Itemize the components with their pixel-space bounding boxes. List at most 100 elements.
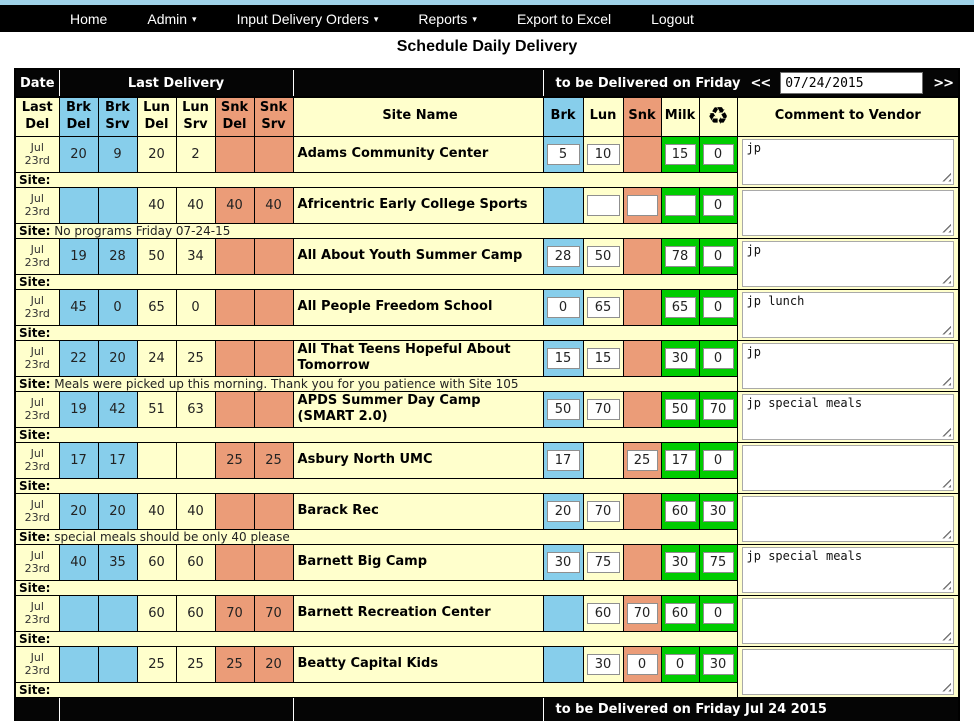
nav-item-label: Admin <box>147 10 188 27</box>
lun-order-input[interactable] <box>586 296 620 318</box>
milk-order-input[interactable] <box>664 449 696 471</box>
last-snk-del-value: 25 <box>214 645 255 683</box>
snk-order-input[interactable] <box>626 602 658 624</box>
milk-order-cell <box>660 288 700 326</box>
nav-item-reports[interactable]: Reports ▾ <box>418 11 477 27</box>
footer-deliver-label: to be Delivered on Friday Jul 24 2015 <box>542 696 960 721</box>
recycle-order-input[interactable] <box>702 500 734 522</box>
column-header-line: Brk <box>66 99 91 115</box>
last-snk-srv-value <box>253 288 294 326</box>
nav-item-home[interactable]: Home <box>70 11 107 27</box>
recycle-order-input[interactable] <box>702 602 734 624</box>
last-lun-srv-value: 2 <box>175 135 216 173</box>
brk-order-input[interactable] <box>546 500 580 522</box>
milk-order-input[interactable] <box>664 602 696 624</box>
last-delivery-date-line: Jul <box>30 446 44 460</box>
milk-order-input[interactable] <box>664 653 696 675</box>
last-brk-srv-value <box>97 645 138 683</box>
milk-order-input[interactable] <box>664 296 696 318</box>
milk-order-input[interactable] <box>664 245 696 267</box>
recycle-order-input[interactable] <box>702 296 734 318</box>
delivery-date-input[interactable] <box>780 72 924 94</box>
milk-order-input[interactable] <box>664 500 696 522</box>
milk-order-input[interactable] <box>664 347 696 369</box>
nav-item-admin[interactable]: Admin ▾ <box>147 11 196 27</box>
brk-order-input[interactable] <box>546 551 580 573</box>
milk-order-cell <box>660 441 700 479</box>
site-note-row: Site: <box>14 579 959 596</box>
snk-order-input[interactable] <box>626 194 658 216</box>
last-brk-del-value: 45 <box>58 288 99 326</box>
milk-order-input[interactable] <box>664 143 696 165</box>
brk-order-input[interactable] <box>546 143 580 165</box>
recycle-order-input[interactable] <box>702 347 734 369</box>
brk-order-input[interactable] <box>546 347 580 369</box>
snk-order-cell <box>622 594 662 632</box>
recycle-order-input[interactable] <box>702 551 734 573</box>
last-brk-del-value: 20 <box>58 492 99 530</box>
comment-textarea[interactable]: jp <box>741 342 955 389</box>
recycle-order-input[interactable] <box>702 449 734 471</box>
recycle-order-input[interactable] <box>702 143 734 165</box>
last-delivery-date-line: Jul <box>30 548 44 562</box>
last-lun-del-value: 65 <box>136 288 177 326</box>
lun-order-input[interactable] <box>586 245 620 267</box>
last-delivery-header: Last Delivery <box>58 68 294 98</box>
comment-textarea[interactable] <box>741 189 955 236</box>
recycle-order-cell <box>698 492 738 530</box>
date-header: Date <box>14 68 60 98</box>
lun-order-input[interactable] <box>586 347 620 369</box>
lun-order-input[interactable] <box>586 551 620 573</box>
lun-order-input[interactable] <box>586 602 620 624</box>
last-snk-del-value <box>214 237 255 275</box>
recycle-order-input[interactable] <box>702 653 734 675</box>
brk-order-input[interactable] <box>546 245 580 267</box>
nav-item-export-to-excel[interactable]: Export to Excel <box>517 11 611 27</box>
prev-date-button[interactable]: << <box>750 75 772 91</box>
brk-order-cell <box>542 237 584 275</box>
lun-order-input[interactable] <box>586 500 620 522</box>
lun-order-input[interactable] <box>586 143 620 165</box>
site-name: Adams Community Center <box>292 135 544 173</box>
comment-textarea[interactable] <box>741 648 955 695</box>
recycle-order-input[interactable] <box>702 398 734 420</box>
comment-textarea[interactable] <box>741 597 955 644</box>
recycle-order-cell <box>698 288 738 326</box>
comment-textarea[interactable] <box>741 444 955 491</box>
lun-order-input[interactable] <box>586 398 620 420</box>
snk-order-cell <box>622 492 662 530</box>
column-header-lun-srv: Lun Srv <box>175 96 216 137</box>
top-strip <box>0 0 974 5</box>
recycle-order-cell <box>698 543 738 581</box>
column-header-line: Snk <box>220 99 249 115</box>
comment-textarea[interactable]: jp lunch <box>741 291 955 338</box>
next-date-button[interactable]: >> <box>933 75 954 91</box>
lun-order-input[interactable] <box>586 194 620 216</box>
comment-textarea[interactable]: jp special meals <box>741 546 955 593</box>
brk-order-input[interactable] <box>546 398 580 420</box>
nav-item-logout[interactable]: Logout <box>651 11 694 27</box>
recycle-order-input[interactable] <box>702 194 734 216</box>
comment-textarea[interactable]: jp special meals <box>741 393 955 440</box>
lun-order-input[interactable] <box>586 653 620 675</box>
column-header-line: Srv <box>261 116 286 132</box>
milk-order-input[interactable] <box>664 551 696 573</box>
site-note-cell: Site: <box>14 426 738 443</box>
snk-order-input[interactable] <box>626 653 658 675</box>
comment-textarea[interactable] <box>741 495 955 542</box>
brk-order-input[interactable] <box>546 449 580 471</box>
last-snk-del-value: 70 <box>214 594 255 632</box>
last-delivery-date-line: Jul <box>30 140 44 154</box>
brk-order-input[interactable] <box>546 296 580 318</box>
recycle-order-input[interactable] <box>702 245 734 267</box>
last-lun-srv-value: 34 <box>175 237 216 275</box>
last-brk-del-value: 19 <box>58 237 99 275</box>
comment-textarea[interactable]: jp <box>741 138 955 185</box>
milk-order-input[interactable] <box>664 194 696 216</box>
column-header-lun-del: Lun Del <box>136 96 177 137</box>
comment-textarea[interactable]: jp <box>741 240 955 287</box>
column-header-site-name: Site Name <box>292 96 544 137</box>
snk-order-input[interactable] <box>626 449 658 471</box>
milk-order-input[interactable] <box>664 398 696 420</box>
nav-item-input-delivery-orders[interactable]: Input Delivery Orders ▾ <box>237 11 379 27</box>
